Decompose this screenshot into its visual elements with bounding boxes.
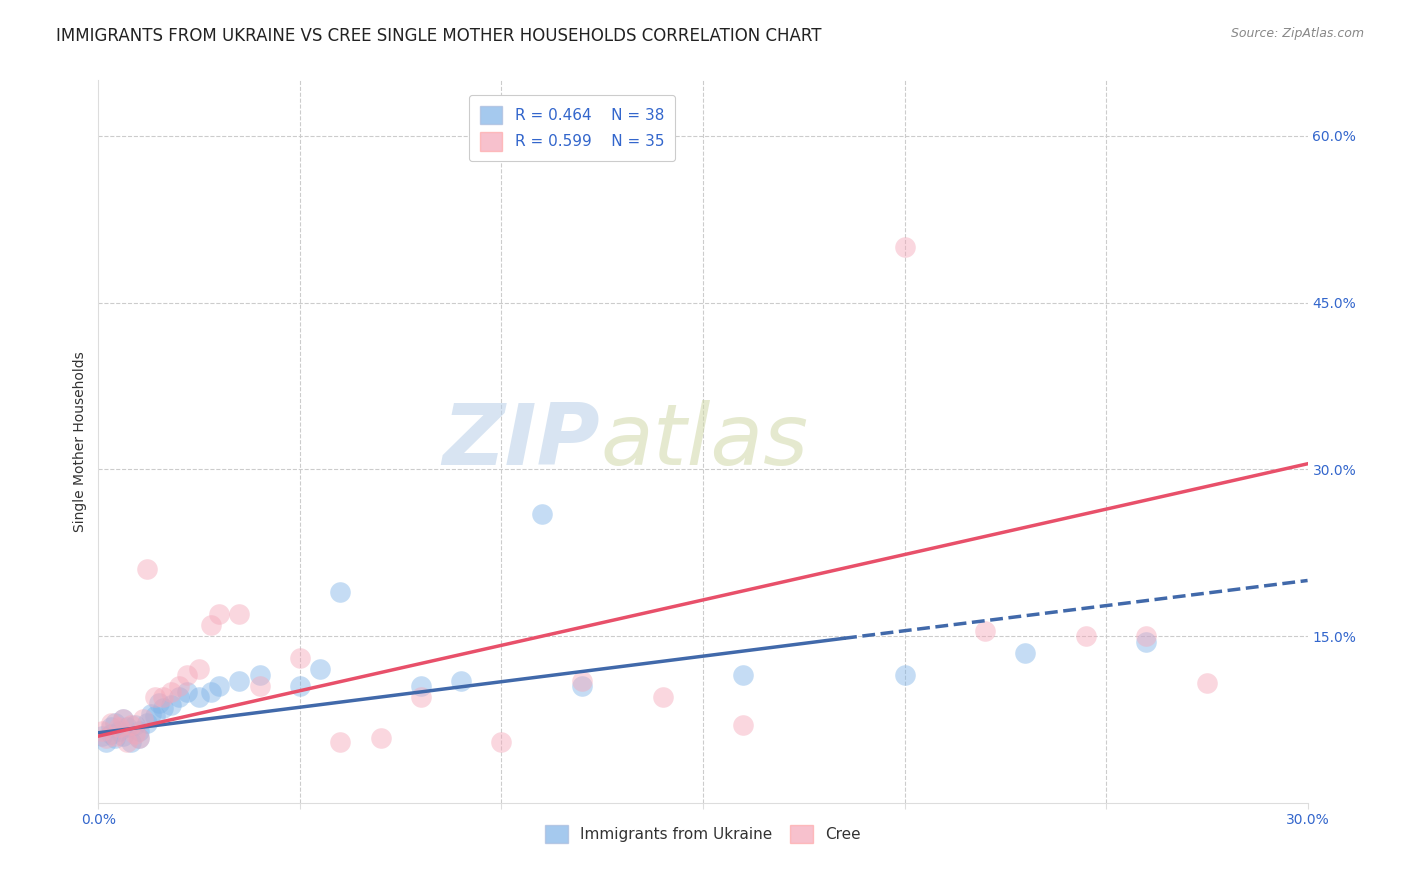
Legend: Immigrants from Ukraine, Cree: Immigrants from Ukraine, Cree (538, 819, 868, 849)
Point (200, 618, 222, 632)
Text: Source: ZipAtlas.com: Source: ZipAtlas.com (1230, 27, 1364, 40)
Point (115, 720, 138, 734)
Point (124, 718, 146, 732)
Point (249, 679, 271, 693)
Point (132, 713, 155, 727)
Point (120, 718, 142, 732)
Point (491, 734, 513, 748)
Point (111, 713, 134, 727)
Point (288, 651, 311, 665)
Point (135, 562, 157, 576)
Point (249, 668, 271, 682)
Y-axis label: Single Mother Households: Single Mother Households (73, 351, 87, 532)
Point (530, 507, 553, 521)
Point (107, 723, 129, 738)
Point (329, 734, 352, 748)
Point (208, 607, 231, 621)
Point (1135, 634, 1157, 648)
Point (1195, 675, 1218, 690)
Point (733, 718, 755, 732)
Point (91, 729, 114, 743)
Point (370, 731, 392, 746)
Point (96, 734, 118, 748)
Text: atlas: atlas (600, 400, 808, 483)
Point (974, 624, 997, 638)
Point (111, 713, 134, 727)
Point (450, 673, 472, 688)
Point (409, 679, 432, 693)
Point (160, 684, 183, 698)
Point (208, 679, 231, 693)
Point (200, 684, 222, 698)
Point (111, 729, 134, 743)
Text: IMMIGRANTS FROM UKRAINE VS CREE SINGLE MOTHER HOUSEHOLDS CORRELATION CHART: IMMIGRANTS FROM UKRAINE VS CREE SINGLE M… (56, 27, 821, 45)
Point (651, 690, 673, 705)
Point (124, 727, 146, 741)
Point (100, 727, 122, 741)
Point (91, 723, 114, 738)
Point (128, 731, 150, 746)
Point (571, 673, 593, 688)
Point (167, 679, 190, 693)
Point (309, 662, 332, 676)
Point (143, 690, 166, 705)
Point (128, 723, 150, 738)
Point (1014, 646, 1036, 660)
Point (288, 679, 311, 693)
Point (893, 668, 915, 682)
Point (571, 679, 593, 693)
Point (1074, 629, 1097, 643)
Point (1135, 629, 1157, 643)
Point (100, 715, 122, 730)
Text: ZIP: ZIP (443, 400, 600, 483)
Point (188, 690, 211, 705)
Point (115, 734, 138, 748)
Point (176, 684, 198, 698)
Point (228, 607, 250, 621)
Point (329, 584, 352, 599)
Point (167, 690, 190, 705)
Point (128, 731, 150, 746)
Point (152, 701, 174, 715)
Point (96, 731, 118, 746)
Point (733, 668, 755, 682)
Point (100, 720, 122, 734)
Point (148, 696, 170, 710)
Point (176, 668, 198, 682)
Point (143, 709, 166, 723)
Point (139, 706, 162, 721)
Point (228, 673, 250, 688)
Point (893, 240, 915, 254)
Point (152, 690, 174, 705)
Point (103, 731, 125, 746)
Point (120, 734, 142, 748)
Point (107, 720, 129, 734)
Point (409, 690, 432, 705)
Point (103, 715, 125, 730)
Point (188, 662, 211, 676)
Point (135, 715, 157, 730)
Point (103, 729, 125, 743)
Point (160, 698, 183, 712)
